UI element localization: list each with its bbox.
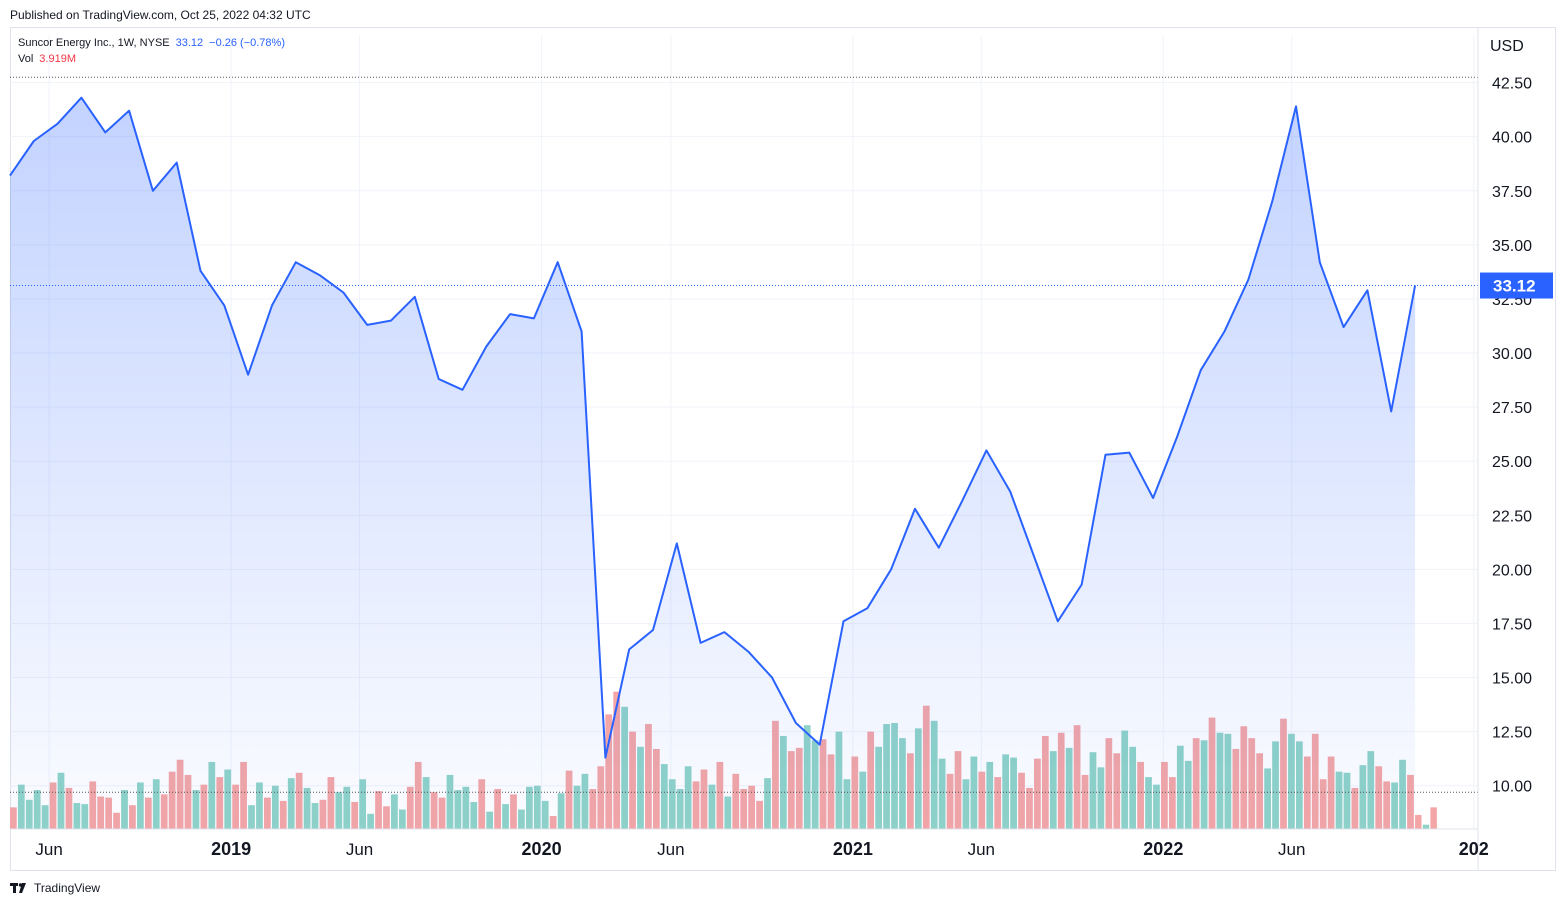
y-tick-label: 22.50: [1492, 508, 1532, 525]
volume-bar: [1430, 807, 1437, 829]
price-line[interactable]: [9, 96, 1417, 759]
x-tick-label: 2019: [211, 839, 251, 859]
x-tick-label: 2020: [522, 839, 562, 859]
currency-label: USD: [1490, 38, 1524, 55]
y-tick-label: 27.50: [1492, 400, 1532, 417]
y-tick-label: 37.50: [1492, 184, 1532, 201]
y-tick-label: 35.00: [1492, 238, 1532, 255]
volume-label: Vol: [18, 53, 34, 65]
y-tick-label: 10.00: [1492, 779, 1532, 796]
x-tick-label: Jun: [968, 840, 995, 859]
y-tick-label: 17.50: [1492, 616, 1532, 633]
published-note: Published on TradingView.com, Oct 25, 20…: [10, 8, 311, 22]
y-tick-label: 42.50: [1492, 76, 1532, 93]
x-tick-label: Jun: [346, 840, 373, 859]
x-tick-label: Jun: [1278, 840, 1305, 859]
last-price-badge-label: 33.12: [1493, 277, 1536, 296]
x-tick-label: 2022: [1143, 839, 1183, 859]
footer-brand[interactable]: TradingView: [10, 881, 100, 895]
y-tick-label: 30.00: [1492, 346, 1532, 363]
y-tick-label: 15.00: [1492, 671, 1532, 688]
x-tick-label: Jun: [657, 840, 684, 859]
last-price-value: 33.12: [175, 37, 204, 49]
volume-bar: [1415, 814, 1422, 829]
x-tick-label: 202: [1459, 839, 1489, 859]
y-tick-label: 25.00: [1492, 454, 1532, 471]
footer-brand-label: TradingView: [34, 881, 101, 895]
volume-bar: [1422, 824, 1430, 829]
price-change-value: −0.26 (−0.78%): [209, 37, 285, 49]
x-tick-label: Jun: [35, 840, 62, 859]
symbol-label: Suncor Energy Inc., 1W, NYSE: [18, 37, 170, 49]
y-tick-label: 20.00: [1492, 562, 1532, 579]
y-tick-label: 40.00: [1492, 130, 1532, 147]
x-tick-label: 2021: [833, 839, 873, 859]
chart-legend: Suncor Energy Inc., 1W, NYSE 33.12 −0.26 (…: [18, 35, 285, 67]
price-area: [10, 97, 1416, 829]
tradingview-logo-icon: [10, 883, 26, 893]
y-tick-label: 12.50: [1492, 725, 1532, 742]
last-price-badge: [1480, 272, 1553, 299]
volume-value: 3.919M: [39, 53, 76, 65]
